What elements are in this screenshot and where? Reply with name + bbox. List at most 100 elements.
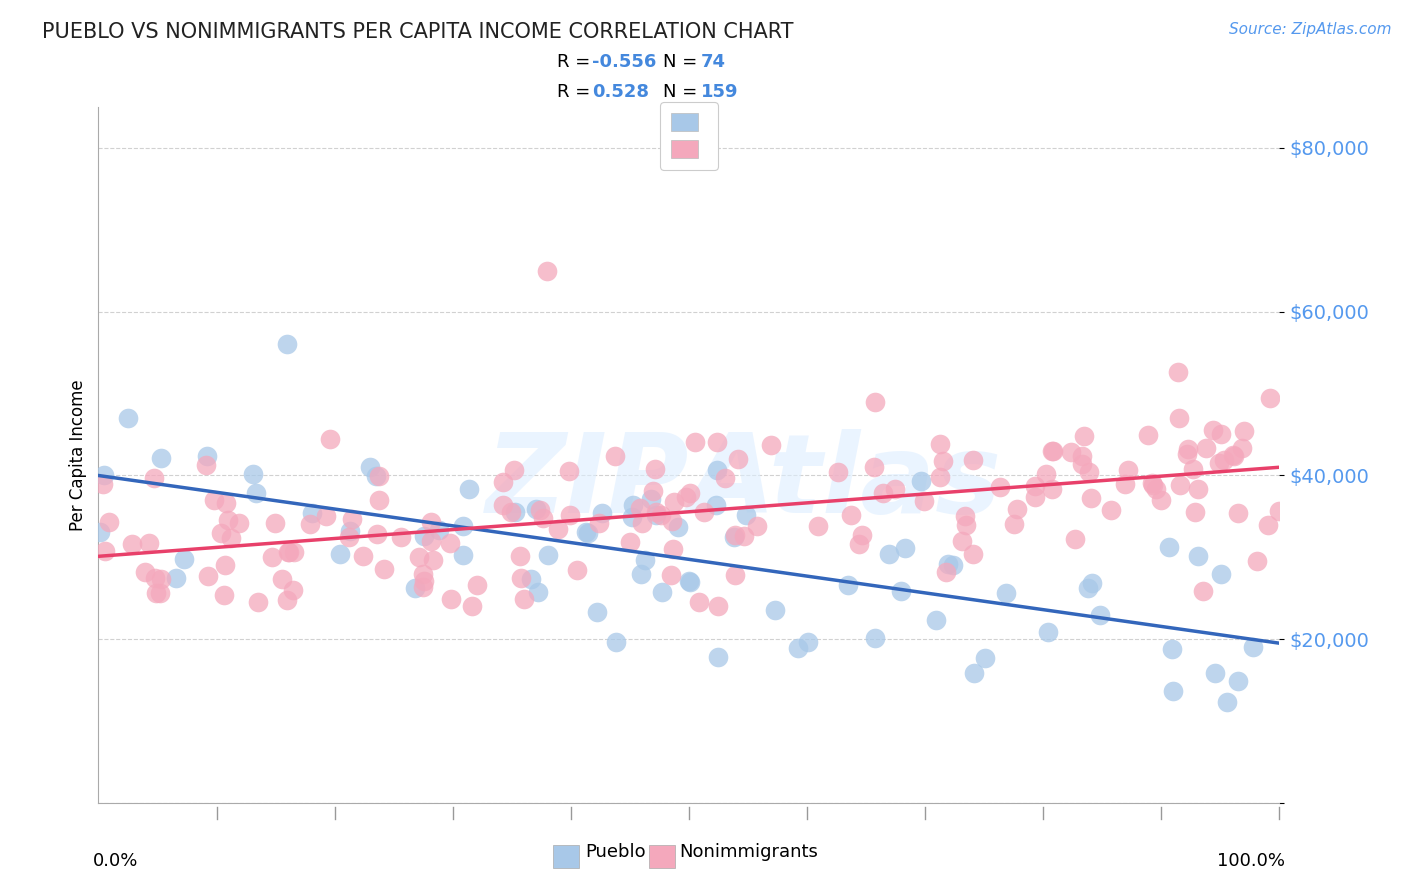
Point bbox=[640, 492, 662, 507]
Point bbox=[1175, 447, 1198, 461]
Point bbox=[263, 516, 285, 530]
Point bbox=[1144, 482, 1167, 496]
Point bbox=[928, 437, 950, 451]
Point bbox=[704, 498, 727, 512]
Point bbox=[502, 463, 524, 477]
Point bbox=[1216, 695, 1239, 709]
FancyBboxPatch shape bbox=[553, 846, 579, 868]
Point bbox=[988, 480, 1011, 494]
Point bbox=[759, 438, 782, 452]
Point bbox=[1258, 392, 1281, 406]
Point bbox=[451, 519, 474, 533]
Point bbox=[1267, 504, 1289, 518]
Point bbox=[283, 544, 305, 558]
Point bbox=[963, 666, 986, 681]
Point bbox=[894, 541, 917, 555]
Point bbox=[1182, 462, 1205, 476]
Point bbox=[173, 551, 195, 566]
Point bbox=[368, 469, 391, 483]
Point bbox=[352, 549, 374, 564]
Point bbox=[661, 514, 683, 528]
Point bbox=[547, 522, 569, 536]
Point bbox=[138, 536, 160, 550]
Point bbox=[706, 434, 728, 449]
Point bbox=[276, 337, 298, 351]
Point bbox=[644, 505, 666, 519]
Point bbox=[910, 475, 932, 489]
Point bbox=[666, 520, 689, 534]
Text: PUEBLO VS NONIMMIGRANTS PER CAPITA INCOME CORRELATION CHART: PUEBLO VS NONIMMIGRANTS PER CAPITA INCOM… bbox=[42, 22, 793, 42]
Point bbox=[706, 649, 728, 664]
Point bbox=[619, 534, 641, 549]
Point bbox=[932, 453, 955, 467]
Point bbox=[659, 567, 682, 582]
Point bbox=[519, 572, 541, 586]
Point bbox=[713, 471, 735, 485]
Point bbox=[1222, 448, 1244, 462]
Point bbox=[1099, 503, 1122, 517]
Point bbox=[1168, 478, 1191, 492]
Point bbox=[1080, 491, 1102, 506]
Point bbox=[413, 529, 436, 543]
Text: 159: 159 bbox=[700, 83, 738, 101]
Point bbox=[645, 508, 668, 523]
Point bbox=[419, 533, 441, 548]
Point bbox=[679, 574, 702, 589]
Point bbox=[683, 435, 706, 450]
Point bbox=[150, 451, 173, 466]
Point bbox=[693, 505, 716, 519]
Point bbox=[329, 547, 352, 561]
Point bbox=[837, 577, 859, 591]
Point bbox=[1137, 428, 1160, 442]
Point bbox=[745, 519, 768, 533]
Point bbox=[723, 530, 745, 544]
Point bbox=[1195, 442, 1218, 456]
Point bbox=[1223, 449, 1246, 463]
Point bbox=[851, 527, 873, 541]
Point bbox=[650, 508, 672, 522]
Point bbox=[565, 563, 588, 577]
Point bbox=[1077, 581, 1099, 595]
Text: Pueblo: Pueblo bbox=[585, 843, 645, 861]
Point bbox=[1036, 624, 1059, 639]
Point bbox=[89, 525, 111, 540]
Point bbox=[603, 450, 626, 464]
Point bbox=[228, 516, 250, 531]
Point bbox=[724, 568, 747, 582]
Text: -0.556: -0.556 bbox=[592, 53, 657, 70]
Point bbox=[942, 558, 965, 573]
Point bbox=[373, 562, 395, 576]
Point bbox=[643, 484, 665, 499]
Point bbox=[93, 468, 115, 483]
Point bbox=[1090, 608, 1112, 623]
Point bbox=[121, 537, 143, 551]
Point bbox=[202, 493, 225, 508]
Point bbox=[359, 459, 381, 474]
Point bbox=[1002, 516, 1025, 531]
Point bbox=[1212, 453, 1234, 467]
Point bbox=[1024, 490, 1046, 504]
Point bbox=[1150, 492, 1173, 507]
Point bbox=[1114, 477, 1136, 491]
Text: 0.528: 0.528 bbox=[592, 83, 650, 101]
Point bbox=[1168, 410, 1191, 425]
Point bbox=[339, 524, 361, 539]
Point bbox=[1071, 449, 1094, 463]
Point bbox=[678, 574, 700, 588]
Point bbox=[863, 631, 886, 645]
Point bbox=[134, 566, 156, 580]
Point bbox=[149, 585, 172, 599]
Point bbox=[524, 502, 547, 516]
Point bbox=[209, 526, 232, 541]
Point bbox=[1116, 462, 1139, 476]
Point bbox=[145, 585, 167, 599]
Point bbox=[412, 567, 434, 582]
Point bbox=[621, 498, 644, 512]
Point bbox=[195, 458, 218, 472]
Point bbox=[827, 465, 849, 479]
Point bbox=[217, 513, 239, 527]
Point bbox=[955, 508, 977, 523]
Point bbox=[675, 490, 697, 504]
Point bbox=[318, 432, 340, 446]
Point bbox=[1227, 673, 1250, 688]
